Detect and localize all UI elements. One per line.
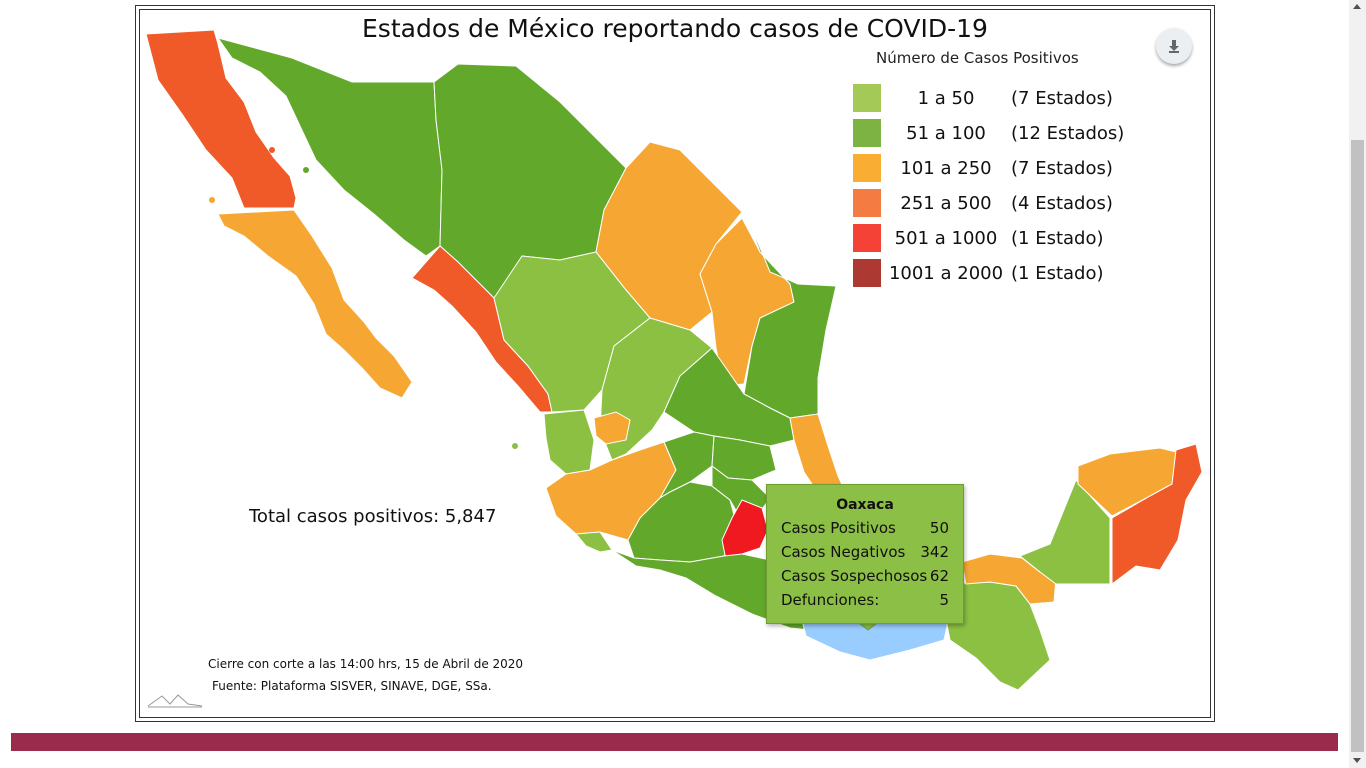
legend-swatch (853, 84, 881, 112)
source-note: Fuente: Plataforma SISVER, SINAVE, DGE, … (212, 679, 492, 693)
state-baja-california-sur[interactable] (217, 209, 413, 399)
legend-swatch (853, 154, 881, 182)
tooltip-row: Casos Negativos 342 (767, 543, 963, 561)
legend-range: 1001 a 2000 (888, 262, 1004, 284)
scrollbar-thumb[interactable] (1351, 140, 1364, 752)
legend-count: (4 Estados) (1011, 192, 1113, 214)
legend-swatch (853, 259, 881, 287)
tooltip-title: Oaxaca (836, 497, 894, 513)
island (269, 147, 275, 153)
tooltip-value: 342 (920, 543, 949, 561)
tooltip-value: 5 (939, 591, 949, 609)
mountain-logo (147, 694, 203, 708)
state-colima[interactable] (575, 531, 613, 553)
legend-item[interactable]: 1001 a 2000 (1 Estado) (853, 259, 1104, 287)
scroll-up-icon[interactable] (1353, 4, 1361, 9)
cutoff-note: Cierre con corte a las 14:00 hrs, 15 de … (208, 657, 524, 671)
tooltip-value: 62 (929, 567, 949, 585)
legend-item[interactable]: 501 a 1000 (1 Estado) (853, 224, 1104, 252)
legend-count: (12 Estados) (1011, 122, 1125, 144)
tooltip-value: 50 (929, 519, 949, 537)
legend-count: (1 Estado) (1011, 227, 1104, 249)
legend-range: 501 a 1000 (894, 227, 998, 249)
tooltip-label: Casos Sospechosos (781, 567, 928, 585)
legend-range: 251 a 500 (900, 192, 992, 214)
state-sonora[interactable] (216, 37, 443, 257)
state-tooltip: Oaxaca Casos Positivos 50 Casos Negativo… (766, 484, 964, 624)
state-nayarit[interactable] (543, 409, 595, 475)
legend-item[interactable]: 1 a 50 (7 Estados) (853, 84, 1113, 112)
tooltip-row: Defunciones: 5 (767, 591, 963, 609)
legend-range: 1 a 50 (917, 87, 975, 109)
tooltip-label: Casos Negativos (781, 543, 906, 561)
legend-count: (7 Estados) (1011, 157, 1113, 179)
tooltip-label: Casos Positivos (781, 519, 896, 537)
legend-item[interactable]: 251 a 500 (4 Estados) (853, 189, 1113, 217)
tooltip-row: Casos Sospechosos 62 (767, 567, 963, 585)
bottom-bar (11, 733, 1338, 751)
download-button[interactable] (1156, 28, 1192, 64)
state-campeche[interactable] (1019, 479, 1111, 585)
legend-range: 101 a 250 (900, 157, 992, 179)
total-cases: Total casos positivos: 5,847 (249, 506, 497, 527)
legend-count: (7 Estados) (1011, 87, 1113, 109)
tooltip-row: Casos Positivos 50 (767, 519, 963, 537)
legend-swatch (853, 119, 881, 147)
chart-outer-frame (135, 5, 1215, 722)
state-baja-california[interactable] (145, 29, 297, 209)
legend-swatch (853, 224, 881, 252)
legend-swatch (853, 189, 881, 217)
chart-title: Estados de México reportando casos de CO… (362, 14, 988, 43)
state-aguascalientes[interactable] (593, 411, 631, 445)
legend-count: (1 Estado) (1011, 262, 1104, 284)
island (512, 443, 518, 449)
island (209, 197, 215, 203)
legend-title: Número de Casos Positivos (876, 49, 1079, 67)
download-icon (1169, 40, 1179, 53)
island (303, 167, 309, 173)
legend-range: 51 a 100 (906, 122, 986, 144)
legend-item[interactable]: 51 a 100 (12 Estados) (853, 119, 1124, 147)
scroll-down-icon[interactable] (1353, 758, 1361, 763)
legend-item[interactable]: 101 a 250 (7 Estados) (853, 154, 1113, 182)
state-quintana-roo[interactable] (1111, 443, 1203, 585)
tooltip-label: Defunciones: (781, 591, 880, 609)
